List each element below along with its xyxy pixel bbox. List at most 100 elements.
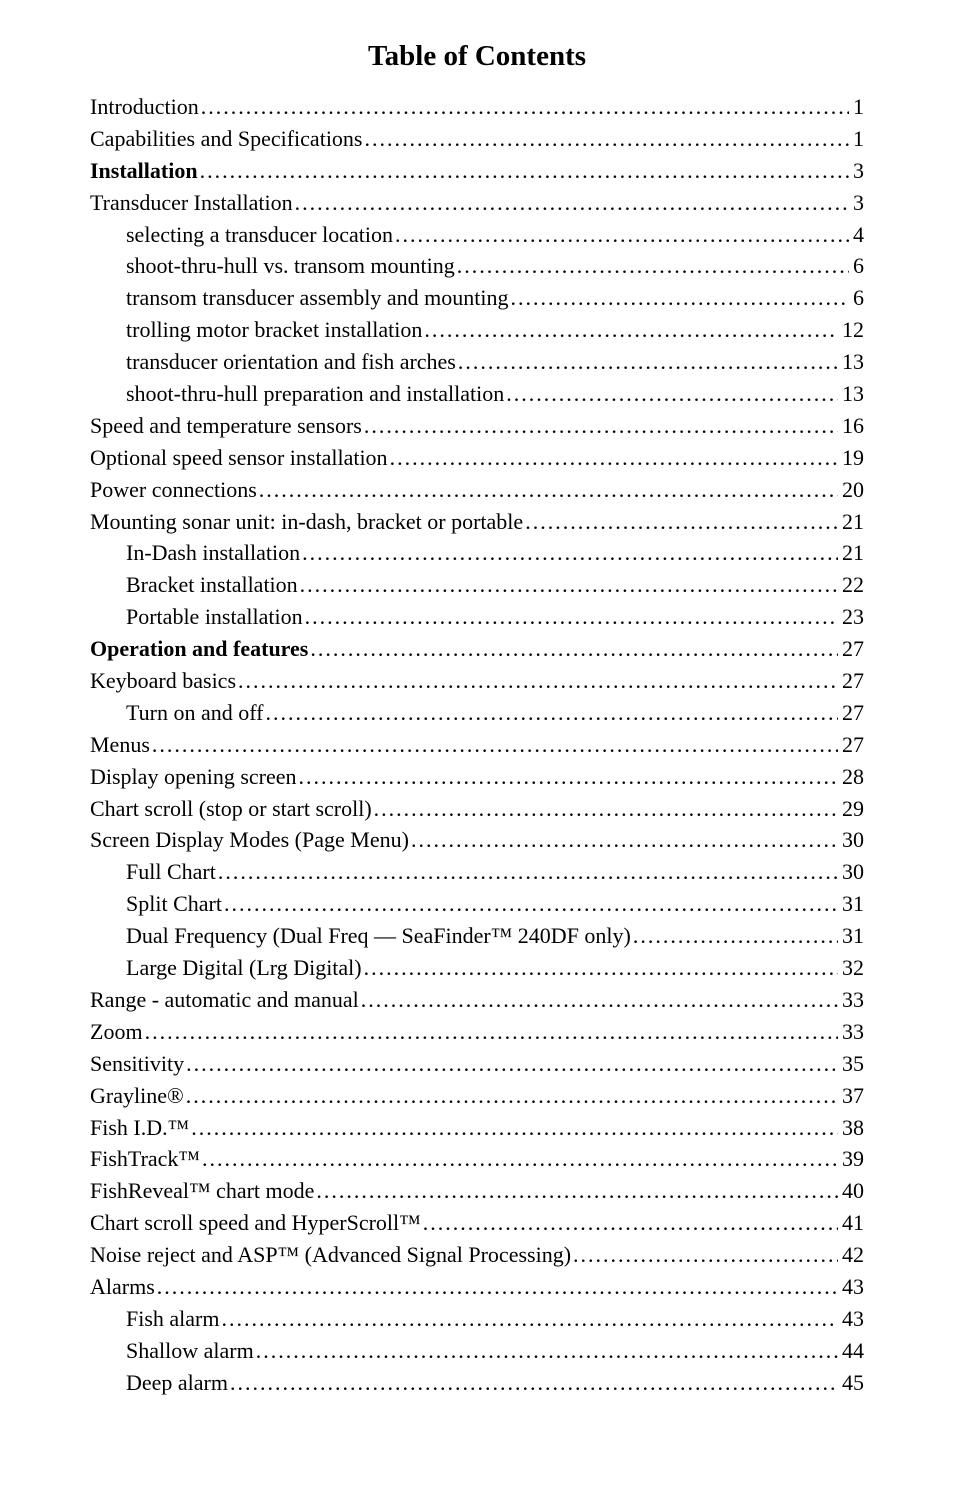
toc-leader-dots (390, 442, 838, 474)
toc-entry-page: 13 (840, 378, 864, 410)
toc-entry-label: Transducer Installation (90, 187, 293, 219)
toc-entry-page: 32 (840, 952, 864, 984)
toc-leader-dots (230, 1367, 838, 1399)
toc-leader-dots (423, 1207, 838, 1239)
toc-entry: Large Digital (Lrg Digital) 32 (90, 952, 864, 984)
toc-entry: Fish alarm43 (90, 1303, 864, 1335)
toc-entry-page: 21 (840, 537, 864, 569)
toc-entry-label: Mounting sonar unit: in-dash, bracket or… (90, 506, 523, 538)
toc-leader-dots (222, 1303, 839, 1335)
toc-leader-dots (152, 729, 838, 761)
toc-entry-page: 30 (840, 824, 864, 856)
toc-leader-dots (186, 1048, 838, 1080)
toc-entry: Installation3 (90, 155, 864, 187)
toc-leader-dots (224, 888, 838, 920)
toc-leader-dots (299, 761, 839, 793)
toc-entry: Turn on and off27 (90, 697, 864, 729)
toc-entry-label: Introduction (90, 91, 199, 123)
toc-entry-page: 30 (840, 856, 864, 888)
toc-entry-label: Operation and features (90, 633, 308, 665)
toc-leader-dots (457, 250, 849, 282)
toc-entry-label: Menus (90, 729, 150, 761)
toc-entry: FishTrack™ 39 (90, 1143, 864, 1175)
toc-entry: Power connections20 (90, 474, 864, 506)
toc-entry-label: Screen Display Modes (Page Menu) (90, 824, 409, 856)
toc-leader-dots (361, 984, 838, 1016)
toc-entry: Introduction 1 (90, 91, 864, 123)
toc-entry-page: 39 (840, 1143, 864, 1175)
toc-leader-dots (191, 1112, 838, 1144)
toc-entry-label: Display opening screen (90, 761, 297, 793)
toc-entry-page: 1 (851, 123, 864, 155)
toc-leader-dots (157, 1271, 838, 1303)
toc-entry-label: Power connections (90, 474, 257, 506)
toc-leader-dots (145, 1016, 838, 1048)
toc-entry-page: 3 (851, 187, 864, 219)
toc-leader-dots (266, 697, 838, 729)
toc-entry-label: Zoom (90, 1016, 143, 1048)
toc-entry-label: Capabilities and Specifications (90, 123, 363, 155)
toc-entry-label: Deep alarm (126, 1367, 228, 1399)
toc-leader-dots (510, 282, 849, 314)
toc-entry: Range - automatic and manual33 (90, 984, 864, 1016)
toc-leader-dots (202, 1143, 838, 1175)
toc-entry-page: 38 (840, 1112, 864, 1144)
toc-entry-page: 33 (840, 984, 864, 1016)
toc-entry: Zoom 33 (90, 1016, 864, 1048)
toc-entry-page: 27 (840, 697, 864, 729)
toc-entry-page: 35 (840, 1048, 864, 1080)
toc-entry: Grayline®37 (90, 1080, 864, 1112)
toc-entry-label: Chart scroll (stop or start scroll) (90, 793, 372, 825)
toc-entry-label: Dual Frequency (Dual Freq — SeaFinder™ 2… (126, 920, 631, 952)
toc-entry-label: Chart scroll speed and HyperScroll™ (90, 1207, 421, 1239)
toc-entry: shoot-thru-hull vs. transom mounting6 (90, 250, 864, 282)
toc-entry: Chart scroll (stop or start scroll) 29 (90, 793, 864, 825)
toc-entry-page: 31 (840, 888, 864, 920)
toc-leader-dots (302, 537, 838, 569)
toc-entry-label: Sensitivity (90, 1048, 184, 1080)
toc-entry-page: 27 (840, 633, 864, 665)
toc-entry-label: Large Digital (Lrg Digital) (126, 952, 362, 984)
toc-entry-label: shoot-thru-hull preparation and installa… (126, 378, 504, 410)
toc-leader-dots (364, 410, 838, 442)
toc-entry-page: 23 (840, 601, 864, 633)
toc-leader-dots (424, 314, 838, 346)
toc-entry-page: 16 (840, 410, 864, 442)
toc-entry-label: Portable installation (126, 601, 303, 633)
toc-entry-page: 6 (851, 282, 864, 314)
toc-entry-label: trolling motor bracket installation (126, 314, 422, 346)
toc-entry-label: Speed and temperature sensors (90, 410, 362, 442)
toc-entry: Speed and temperature sensors 16 (90, 410, 864, 442)
toc-entry: Sensitivity 35 (90, 1048, 864, 1080)
toc-entry-label: Installation (90, 155, 198, 187)
toc-entry-page: 37 (840, 1080, 864, 1112)
toc-entry: Optional speed sensor installation19 (90, 442, 864, 474)
toc-entry: Chart scroll speed and HyperScroll™41 (90, 1207, 864, 1239)
toc-entry-page: 4 (851, 219, 864, 251)
toc-leader-dots (573, 1239, 838, 1271)
toc-leader-dots (316, 1175, 838, 1207)
toc-entry-page: 27 (840, 729, 864, 761)
toc-entry: Dual Frequency (Dual Freq — SeaFinder™ 2… (90, 920, 864, 952)
toc-entry: Bracket installation22 (90, 569, 864, 601)
toc-entry: selecting a transducer location4 (90, 219, 864, 251)
toc-entry-page: 31 (840, 920, 864, 952)
toc-entry-page: 33 (840, 1016, 864, 1048)
toc-leader-dots (256, 1335, 838, 1367)
toc-entry-label: Fish alarm (126, 1303, 220, 1335)
toc-entry: Alarms43 (90, 1271, 864, 1303)
toc-entry: Capabilities and Specifications 1 (90, 123, 864, 155)
toc-entry-page: 29 (840, 793, 864, 825)
toc-entry: Menus 27 (90, 729, 864, 761)
toc-entry-page: 1 (851, 91, 864, 123)
toc-entry: Noise reject and ASP™ (Advanced Signal P… (90, 1239, 864, 1271)
toc-entry-page: 19 (840, 442, 864, 474)
toc-entry-page: 28 (840, 761, 864, 793)
toc-entry: trolling motor bracket installation12 (90, 314, 864, 346)
toc-leader-dots (525, 506, 838, 538)
toc-entry: Shallow alarm44 (90, 1335, 864, 1367)
toc-entry-label: FishTrack™ (90, 1143, 200, 1175)
toc-entry-page: 22 (840, 569, 864, 601)
toc-entry: Fish I.D.™38 (90, 1112, 864, 1144)
toc-entry-page: 45 (840, 1367, 864, 1399)
